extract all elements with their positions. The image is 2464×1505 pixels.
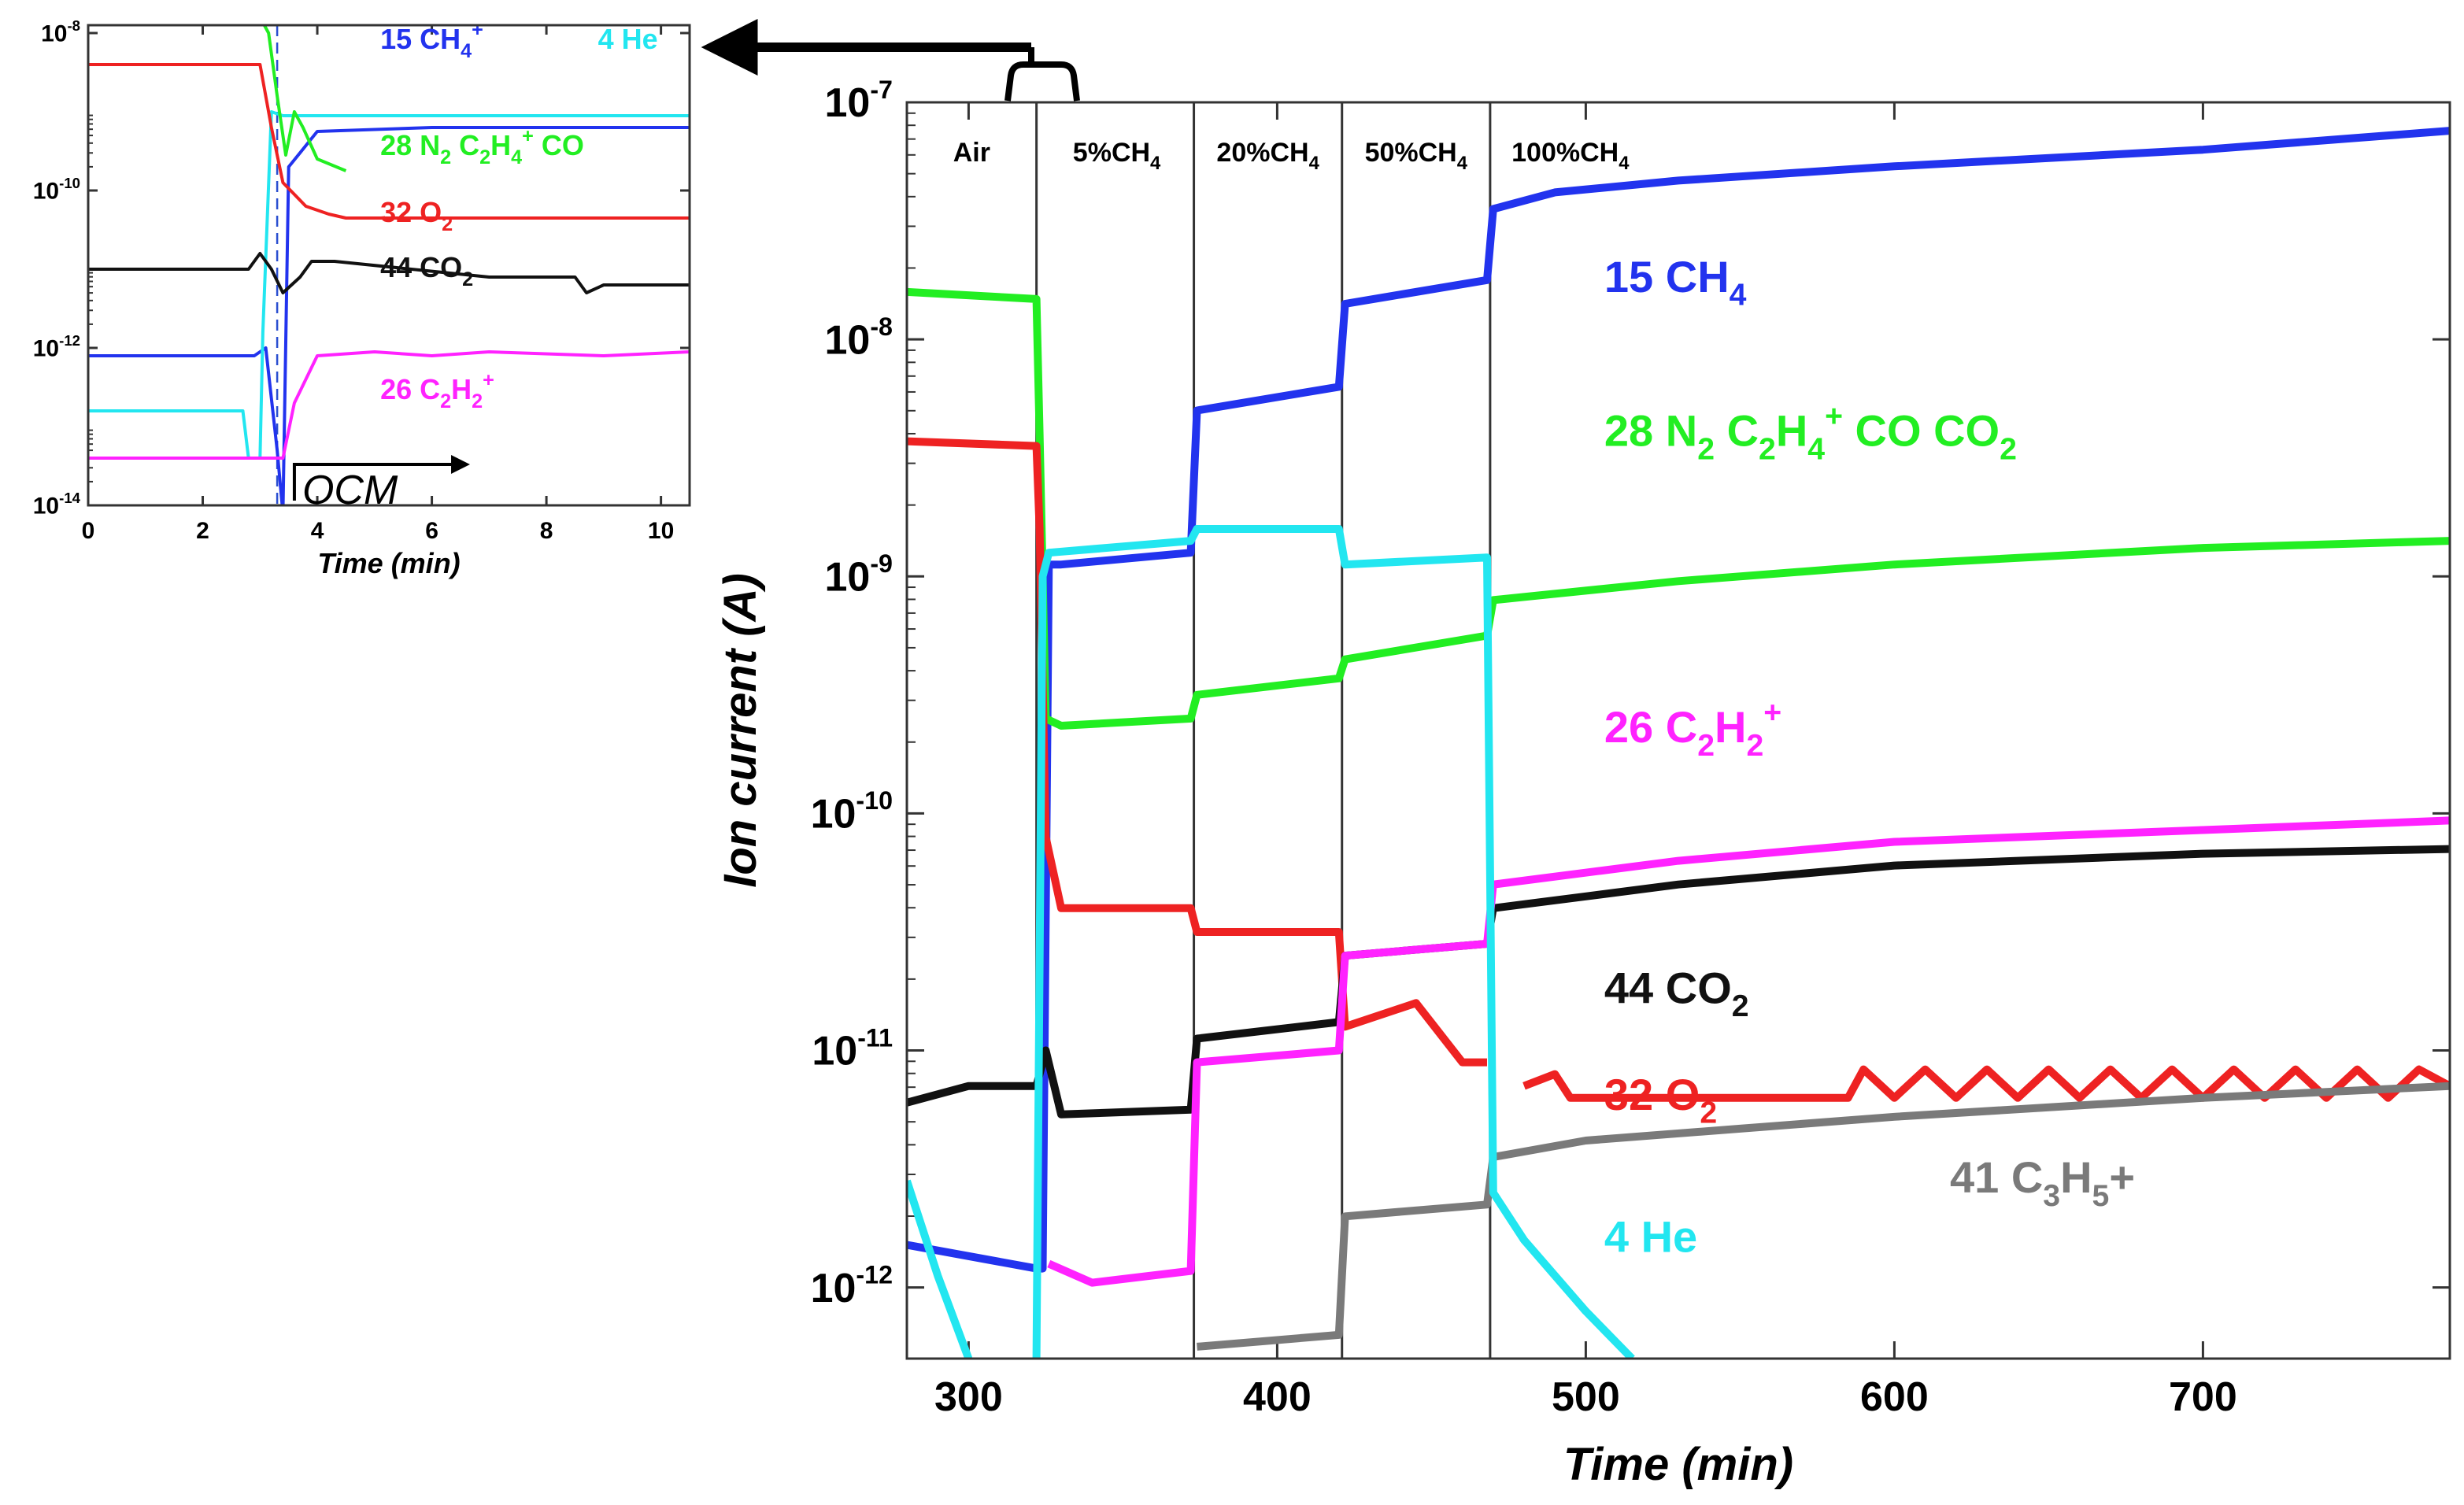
connector xyxy=(701,19,1080,102)
series-line-o2 xyxy=(907,437,1487,1067)
main-region-labels: Air 5%CH4 20%CH4 50%CH4 100%CH4 xyxy=(953,138,1630,174)
x-tick-label: 300 xyxy=(934,1374,1003,1420)
series-label-o2: 32 O2 xyxy=(1604,1070,1717,1130)
x-tick-label: 400 xyxy=(1243,1374,1312,1420)
main-y-axis-title: Ion current (A) xyxy=(715,573,766,888)
region-label: 50%CH4 xyxy=(1365,138,1468,174)
y-tick-label: 10-10 xyxy=(33,175,80,205)
x-tick-label: 6 xyxy=(425,518,438,544)
series-line-he xyxy=(1032,525,1635,1359)
series-label-he: 4 He xyxy=(598,23,658,55)
x-tick-label: 4 xyxy=(311,518,324,544)
inset-frame xyxy=(87,24,691,507)
series-line-he xyxy=(88,110,690,460)
series-label-co2: 44 CO2 xyxy=(380,251,473,290)
inset-axes: 0 2 4 6 8 10 10-8 10-10 10-12 10-14 xyxy=(33,17,690,544)
y-tick-label: 10-8 xyxy=(41,17,80,47)
series-line-o2 xyxy=(88,63,690,220)
x-tick-label: 2 xyxy=(196,518,209,544)
series-line-c3h5 xyxy=(1197,1082,2450,1351)
series-label-c2h2: 26 C2H2+ xyxy=(1604,696,1781,763)
series-label-n2: 28 N2 C2H4+ CO CO2 xyxy=(1604,399,2017,466)
series-label-c3h5: 41 C3H5+ xyxy=(1950,1152,2135,1213)
main-series xyxy=(907,127,2450,1359)
x-tick-label: 500 xyxy=(1552,1374,1620,1420)
series-label-o2: 32 O2 xyxy=(380,196,453,235)
y-tick-label: 10-10 xyxy=(811,786,893,837)
series-line-ch4 xyxy=(88,126,690,505)
series-line-n2 xyxy=(907,287,2450,730)
series-label-ch4: 15 CH4 xyxy=(1604,252,1747,312)
series-label-n2: 28 N2 C2H4+ CO xyxy=(380,125,584,168)
x-tick-label: 10 xyxy=(648,518,674,544)
main-chart: 300 400 500 600 700 10-7 10-8 10-9 10-10 10-11 10-… xyxy=(715,76,2451,1490)
time-bracket xyxy=(1004,61,1080,102)
series-label-c2h2: 26 C2H2+ xyxy=(380,369,494,412)
x-tick-label: 8 xyxy=(540,518,553,544)
region-label: 100%CH4 xyxy=(1511,138,1630,174)
inset-series xyxy=(88,25,690,505)
region-label: Air xyxy=(953,138,990,168)
region-label: 5%CH4 xyxy=(1073,138,1161,174)
y-tick-label: 10-7 xyxy=(824,76,893,126)
y-tick-label: 10-14 xyxy=(33,490,81,520)
series-line-co2 xyxy=(88,252,690,294)
y-tick-label: 10-12 xyxy=(33,332,80,362)
series-line-c2h2 xyxy=(1047,816,2450,1287)
inset-x-axis-title: Time (min) xyxy=(317,547,460,579)
series-line-ch4 xyxy=(907,127,2450,1273)
region-label: 20%CH4 xyxy=(1216,138,1319,174)
y-tick-label: 10-11 xyxy=(812,1023,893,1074)
series-label-he: 4 He xyxy=(1604,1211,1697,1261)
main-frame xyxy=(905,101,2451,1360)
y-tick-label: 10-12 xyxy=(811,1260,893,1311)
y-tick-label: 10-8 xyxy=(824,312,893,363)
main-labels: 15 CH4 28 N2 C2H4+ CO CO2 26 C2H2+ 44 CO2 32… xyxy=(1604,252,2135,1262)
inset-chart: 0 2 4 6 8 10 10-8 10-10 10-12 10-14 15 CH4+ 4 He 28… xyxy=(33,17,691,579)
series-label-co2: 44 CO2 xyxy=(1604,963,1749,1023)
series-line-he xyxy=(907,1179,973,1359)
x-tick-label: 600 xyxy=(1860,1374,1929,1420)
series-line-n2 xyxy=(262,25,347,172)
main-x-axis-title: Time (min) xyxy=(1563,1439,1793,1490)
series-line-c2h2 xyxy=(88,350,690,460)
y-tick-label: 10-9 xyxy=(824,549,893,600)
inset-labels: 15 CH4+ 4 He 28 N2 C2H4+ CO 32 O2 44 CO2 26 C… xyxy=(292,19,658,513)
x-tick-label: 0 xyxy=(82,518,95,544)
series-label-ch4: 15 CH4+ xyxy=(380,19,483,62)
x-tick-label: 700 xyxy=(2169,1374,2237,1420)
